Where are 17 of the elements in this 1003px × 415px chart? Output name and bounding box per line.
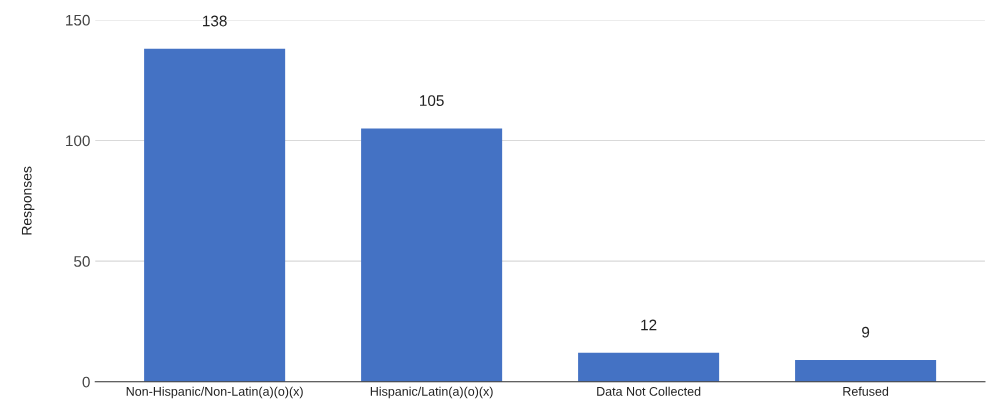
bar xyxy=(361,128,503,382)
bar xyxy=(795,360,937,382)
y-axis-title: Responses xyxy=(21,166,35,235)
data-label: 138 xyxy=(203,15,227,27)
bar xyxy=(144,48,286,382)
y-tick-label: 100 xyxy=(66,135,90,147)
bar xyxy=(578,352,720,382)
y-tick-label: 0 xyxy=(82,376,90,388)
x-tick-label: Refused xyxy=(843,386,889,396)
data-label: 12 xyxy=(641,319,657,331)
x-tick-label: Hispanic/Latin(a)(o)(x) xyxy=(370,386,493,399)
x-tick-label: Data Not Collected xyxy=(597,386,701,396)
data-label: 9 xyxy=(862,326,870,338)
x-tick-label: Non-Hispanic/Non-Latin(a)(o)(x) xyxy=(126,386,303,399)
y-tick-label: 50 xyxy=(74,256,90,267)
data-label: 105 xyxy=(420,95,444,107)
y-tick-label: 150 xyxy=(66,14,90,26)
